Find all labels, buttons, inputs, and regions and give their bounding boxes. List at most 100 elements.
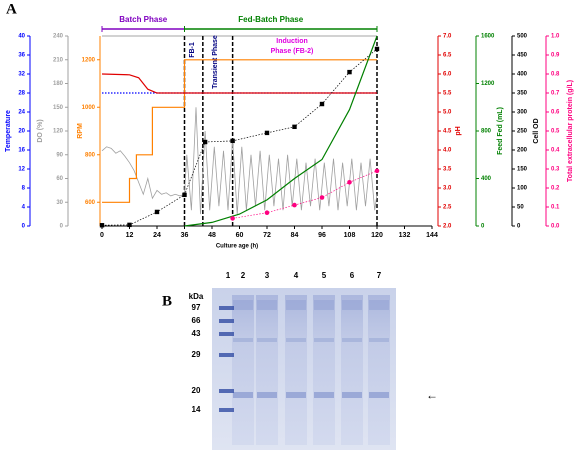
y-tick-label: 180 <box>53 81 64 87</box>
y-tick-label: 30 <box>56 200 63 206</box>
x-tick-label: 60 <box>236 232 244 239</box>
y-tick-label: 16 <box>18 148 25 154</box>
y-tick-label: 0.5 <box>551 129 560 135</box>
y-tick-label: 60 <box>56 176 63 182</box>
y-tick-label: 0 <box>22 224 26 230</box>
x-tick-label: 0 <box>100 232 104 239</box>
lane-label: 5 <box>322 271 327 280</box>
x-tick-label: 144 <box>426 232 438 239</box>
gel-band <box>233 338 253 342</box>
y-tick-label: 100 <box>517 186 528 192</box>
y-tick-label: 12 <box>18 167 25 173</box>
y-tick-label: 250 <box>517 129 528 135</box>
data-point <box>374 46 380 52</box>
y-tick-label: 0.8 <box>551 72 560 78</box>
series-line <box>101 73 377 94</box>
marker-band <box>219 408 234 412</box>
y-tick-label: 4.0 <box>443 148 452 154</box>
x-tick-label: 108 <box>344 232 356 239</box>
gel-lane <box>285 295 307 445</box>
y-tick-label: 120 <box>53 129 64 135</box>
y-axis-label: Total extracellular protein (g/L) <box>567 80 574 182</box>
gel-unit: kDa <box>189 292 204 301</box>
y-tick-label: 0 <box>517 224 521 230</box>
data-point <box>264 210 270 215</box>
y-tick-label: 1200 <box>481 81 495 87</box>
lane-label: 1 <box>226 271 231 280</box>
y-tick-label: 500 <box>517 34 528 40</box>
phase-label: Fed-Batch Phase <box>238 15 303 24</box>
x-tick-label: 12 <box>126 232 134 239</box>
marker-label: 20 <box>192 386 201 395</box>
y-tick-label: 24 <box>18 110 25 116</box>
marker-label: 14 <box>192 405 201 414</box>
marker-band <box>219 332 234 336</box>
y-tick-label: 6.5 <box>443 53 452 59</box>
y-tick-label: 5.5 <box>443 91 452 97</box>
y-tick-label: 4.5 <box>443 129 452 135</box>
data-point <box>202 139 208 145</box>
y-tick-label: 350 <box>517 91 528 97</box>
marker-label: 66 <box>192 316 201 325</box>
x-tick-label: 96 <box>318 232 326 239</box>
gel-lane <box>232 295 254 445</box>
y-tick-label: 8 <box>22 186 26 192</box>
x-tick-label: 120 <box>371 232 383 239</box>
y-tick-label: 0.4 <box>551 148 560 154</box>
lane-label: 2 <box>241 271 246 280</box>
gel-band <box>286 300 306 310</box>
x-tick-label: 72 <box>263 232 271 239</box>
y-tick-label: 50 <box>517 205 524 211</box>
gel-band <box>314 392 334 398</box>
y-axis-label: pH <box>455 126 462 135</box>
y-tick-label: 600 <box>85 200 96 206</box>
data-point <box>374 168 380 174</box>
y-tick-label: 0.3 <box>551 167 560 173</box>
gel-band <box>314 300 334 310</box>
gel-band <box>369 392 389 398</box>
panel-label: B <box>162 293 172 309</box>
y-tick-label: 200 <box>517 148 528 154</box>
y-tick-label: 400 <box>481 176 492 182</box>
y-tick-label: 20 <box>18 129 25 135</box>
data-point <box>182 192 187 198</box>
y-tick-label: 1000 <box>82 105 96 111</box>
gel-band <box>314 338 334 342</box>
y-axis-label: DO (%) <box>37 119 44 142</box>
y-tick-label: 32 <box>18 72 25 78</box>
marker-band <box>219 389 234 393</box>
data-point <box>230 138 235 144</box>
subphase-label: Transient Phase <box>212 35 219 89</box>
data-point <box>154 209 160 215</box>
y-tick-label: 0.0 <box>551 224 560 230</box>
y-tick-label: 0.7 <box>551 91 560 97</box>
subphase-label: Induction <box>276 38 308 45</box>
y-tick-label: 0.2 <box>551 186 560 192</box>
series-line <box>101 107 378 215</box>
gel-band <box>342 338 362 342</box>
lane-label: 7 <box>377 271 382 280</box>
y-tick-label: 6.0 <box>443 72 452 78</box>
y-tick-label: 800 <box>481 129 492 135</box>
y-tick-label: 36 <box>18 53 25 59</box>
y-tick-label: 0.6 <box>551 110 560 116</box>
gel-band <box>257 392 277 398</box>
data-point <box>347 180 352 185</box>
gel-band <box>342 392 362 398</box>
gel-band <box>233 392 253 398</box>
y-tick-label: 28 <box>18 91 25 97</box>
y-tick-label: 5.0 <box>443 110 452 116</box>
gel-arrow: ← <box>426 388 438 402</box>
y-tick-label: 2.0 <box>443 224 452 230</box>
data-point <box>319 101 325 107</box>
gel-band <box>369 300 389 310</box>
lane-label: 4 <box>294 271 299 280</box>
y-tick-label: 40 <box>18 34 25 40</box>
y-tick-label: 0.9 <box>551 53 560 59</box>
y-tick-label: 150 <box>517 167 528 173</box>
series-connector <box>101 48 378 226</box>
y-tick-label: 7.0 <box>443 34 452 40</box>
x-tick-label: 84 <box>291 232 299 239</box>
gel-band <box>286 392 306 398</box>
lane-label: 6 <box>350 271 355 280</box>
